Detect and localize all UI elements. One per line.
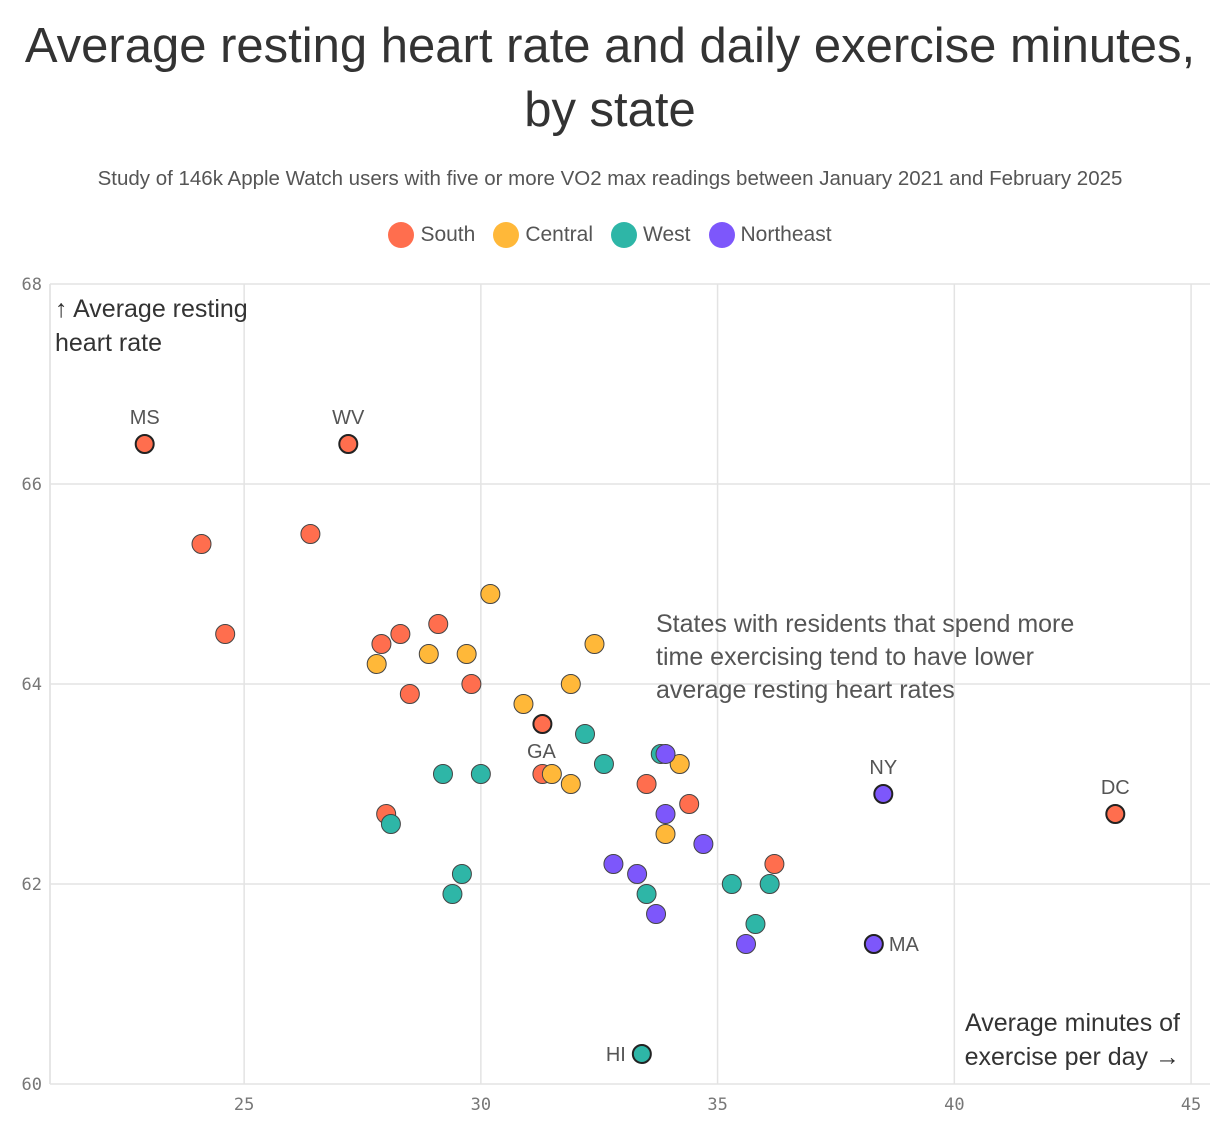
data-point [456, 644, 477, 664]
legend-label: Northeast [740, 223, 832, 246]
data-point [461, 674, 482, 694]
data-point [655, 744, 676, 764]
point-label: MS [130, 407, 160, 429]
y-tick-label: 62 [22, 875, 42, 895]
point-label: WV [332, 407, 365, 429]
data-point [655, 824, 676, 844]
legend-label: South [420, 223, 476, 246]
legend-item: West [611, 222, 691, 248]
data-point [380, 814, 401, 834]
data-point [646, 904, 667, 924]
chart-subtitle: Study of 146k Apple Watch users with fiv… [97, 167, 1123, 190]
data-point [134, 434, 155, 454]
data-point [764, 854, 785, 874]
point-label: HI [606, 1044, 626, 1066]
data-point [593, 754, 614, 774]
data-point [669, 754, 690, 774]
data-point [399, 684, 420, 704]
data-point [215, 624, 236, 644]
data-point [636, 884, 657, 904]
y-tick-label: 66 [22, 475, 42, 495]
data-point [442, 884, 463, 904]
data-point [418, 644, 439, 664]
legend-swatch [493, 222, 520, 248]
data-point [532, 714, 553, 734]
data-point [451, 864, 472, 884]
data-point [745, 914, 766, 934]
data-point [721, 874, 742, 894]
data-point [366, 654, 387, 674]
y-tick-label: 60 [22, 1075, 42, 1095]
data-point [631, 1044, 652, 1064]
x-tick-label: 45 [1181, 1095, 1201, 1115]
data-point [627, 864, 648, 884]
data-point [693, 834, 714, 854]
data-point [575, 724, 596, 744]
legend-item: Northeast [708, 222, 832, 248]
data-point [1105, 804, 1126, 824]
legend-swatch [611, 222, 638, 248]
data-point [300, 524, 321, 544]
data-point [191, 534, 212, 554]
data-point [338, 434, 359, 454]
point-label: DC [1101, 777, 1130, 799]
data-point [584, 634, 605, 654]
data-point [560, 674, 581, 694]
legend-item: South [388, 222, 475, 248]
data-point [513, 694, 534, 714]
legend-label: Central [525, 223, 594, 246]
data-point [736, 934, 756, 954]
point-label: NY [869, 757, 897, 779]
y-tick-label: 68 [22, 275, 42, 295]
legend-swatch [388, 222, 415, 248]
data-point [470, 764, 491, 784]
x-tick-label: 25 [234, 1095, 254, 1115]
y-axis-label: ↑ Average resting heart rate [55, 295, 248, 357]
data-point [432, 764, 453, 784]
point-label: GA [527, 741, 557, 763]
x-tick-label: 30 [471, 1095, 491, 1115]
x-axis-label: Average minutes of exercise per day → [964, 1009, 1180, 1071]
x-tick-label: 40 [944, 1095, 964, 1115]
data-point [873, 784, 894, 804]
x-tick-label: 35 [707, 1095, 727, 1115]
data-point [863, 934, 884, 954]
legend-swatch [708, 222, 735, 248]
point-label: MA [889, 934, 920, 956]
annotation: States with residents that spend more ti… [656, 610, 1075, 704]
data-point [560, 774, 581, 794]
data-point [679, 794, 700, 814]
data-point [759, 874, 780, 894]
data-point [603, 854, 624, 874]
y-tick-label: 64 [22, 675, 42, 695]
legend-item: Central [493, 222, 593, 248]
chart-title: Average resting heart rate and daily exe… [24, 19, 1196, 137]
data-point [371, 634, 392, 654]
data-point [541, 764, 562, 784]
legend: South Central West Northeast [0, 222, 1220, 248]
data-point [428, 614, 449, 634]
data-point [636, 774, 657, 794]
data-point [390, 624, 411, 644]
data-point [480, 584, 501, 604]
legend-label: West [643, 223, 691, 246]
data-point [655, 804, 676, 824]
